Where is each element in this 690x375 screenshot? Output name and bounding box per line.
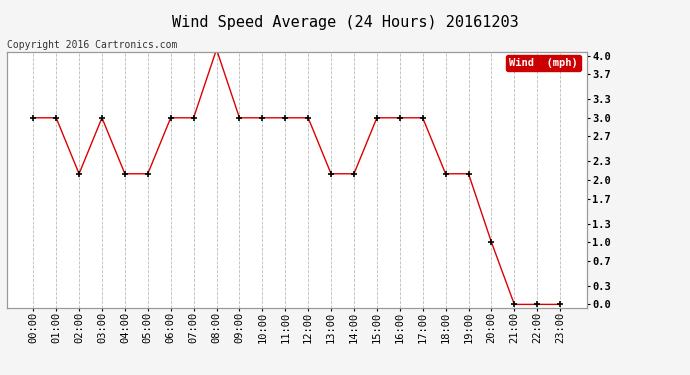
Legend: Wind  (mph): Wind (mph) [506,55,581,72]
Text: Copyright 2016 Cartronics.com: Copyright 2016 Cartronics.com [7,40,177,50]
Text: Wind Speed Average (24 Hours) 20161203: Wind Speed Average (24 Hours) 20161203 [172,15,518,30]
